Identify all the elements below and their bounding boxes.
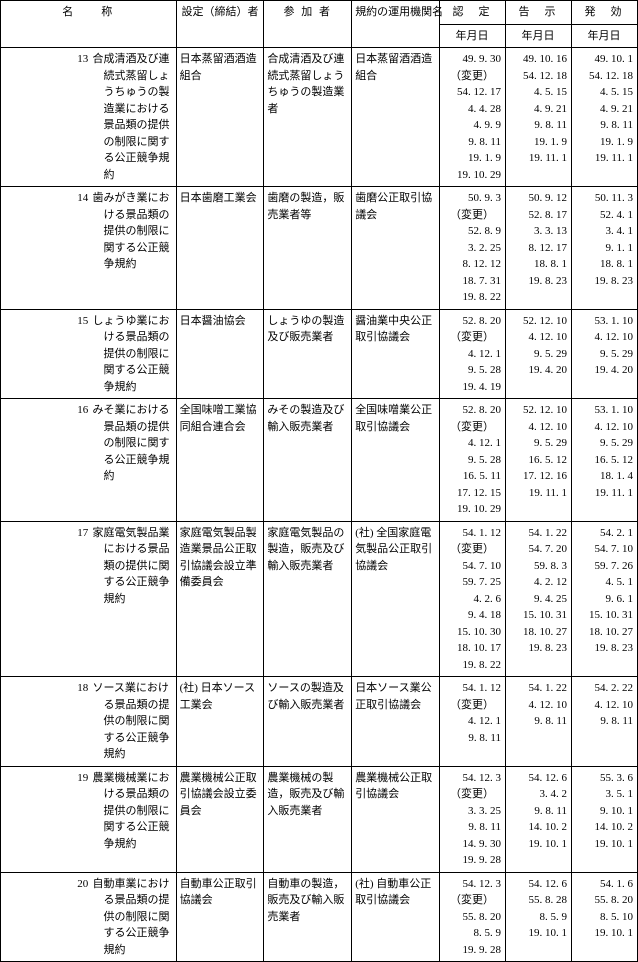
row-settei: 日本醤油協会	[176, 309, 264, 399]
date-cell: 54. 1. 12（変更）4. 12. 19. 8. 11	[440, 677, 506, 767]
header-kiyaku: 規約の運用機関名	[352, 1, 440, 48]
date-cell: 52. 8. 20（変更）4. 12. 19. 5. 2819. 4. 19	[440, 309, 506, 399]
header-kokuji: 告 示	[506, 1, 572, 25]
date-cell: 49. 9. 30（変更）54. 12. 174. 4. 284. 9. 99.…	[440, 48, 506, 187]
row-settei: 家庭電気製品製造業景品公正取引協議会設立準備委員会	[176, 521, 264, 677]
table-row: 16みそ業における景品類の提供の制限に関する公正競争規約全国味噌工業協同組合連合…	[1, 399, 638, 522]
header-hakko: 発 効	[572, 1, 638, 25]
table-row: 14歯みがき業における景品類の提供の制限に関する公正競争規約日本歯磨工業会歯磨の…	[1, 187, 638, 310]
row-number: 20	[1, 872, 89, 962]
row-name: しょうゆ業における景品類の提供の制限に関する公正競争規約	[88, 309, 176, 399]
row-kiyaku: (社) 全国家庭電気製品公正取引協議会	[352, 521, 440, 677]
table-row: 19農業機械業における景品類の提供の制限に関する公正競争規約農業機械公正取引協議…	[1, 766, 638, 872]
table-row: 18ソース業における景品類の提供の制限に関する公正競争規約(社) 日本ソース工業…	[1, 677, 638, 767]
row-kiyaku: 歯磨公正取引協議会	[352, 187, 440, 310]
table-body: 13合成清酒及び連続式蒸留しょうちゅうの製造業における景品類の提供の制限に関する…	[1, 48, 638, 962]
row-sanka: 家庭電気製品の製造，販売及び輸入販売業者	[264, 521, 352, 677]
row-number: 15	[1, 309, 89, 399]
row-kiyaku: 醤油業中央公正取引協議会	[352, 309, 440, 399]
date-cell: 53. 1. 104. 12. 109. 5. 2919. 4. 20	[572, 309, 638, 399]
date-cell: 50. 9. 3（変更）52. 8. 93. 2. 258. 12. 1218.…	[440, 187, 506, 310]
row-number: 17	[1, 521, 89, 677]
header-settei: 設定（締結）者	[176, 1, 264, 48]
date-cell: 54. 12. 3（変更）55. 8. 208. 5. 919. 9. 28	[440, 872, 506, 962]
header-nintei-date: 年月日	[440, 24, 506, 48]
row-name: 家庭電気製品業における景品類の提供に関する公正競争規約	[88, 521, 176, 677]
date-cell: 54. 12. 655. 8. 288. 5. 919. 10. 1	[506, 872, 572, 962]
row-number: 18	[1, 677, 89, 767]
row-name: ソース業における景品類の提供の制限に関する公正競争規約	[88, 677, 176, 767]
table-row: 15しょうゆ業における景品類の提供の制限に関する公正競争規約日本醤油協会しょうゆ…	[1, 309, 638, 399]
date-cell: 54. 1. 655. 8. 208. 5. 1019. 10. 1	[572, 872, 638, 962]
row-name: 農業機械業における景品類の提供の制限に関する公正競争規約	[88, 766, 176, 872]
date-cell: 54. 12. 3（変更）3. 3. 259. 8. 1114. 9. 3019…	[440, 766, 506, 872]
row-name: 合成清酒及び連続式蒸留しょうちゅうの製造業における景品類の提供の制限に関する公正…	[88, 48, 176, 187]
date-cell: 50. 9. 1252. 8. 173. 3. 138. 12. 1718. 8…	[506, 187, 572, 310]
row-name: 自動車業における景品類の提供の制限に関する公正競争規約	[88, 872, 176, 962]
row-settei: 日本蒸留酒酒造組合	[176, 48, 264, 187]
row-sanka: ソースの製造及び輸入販売業者	[264, 677, 352, 767]
date-cell: 53. 1. 104. 12. 109. 5. 2916. 5. 1218. 1…	[572, 399, 638, 522]
header-nintei: 認 定	[440, 1, 506, 25]
row-kiyaku: 農業機械公正取引協議会	[352, 766, 440, 872]
row-kiyaku: (社) 自動車公正取引協議会	[352, 872, 440, 962]
row-sanka: 農業機械の製造，販売及び輸入販売業者	[264, 766, 352, 872]
row-settei: 自動車公正取引協議会	[176, 872, 264, 962]
header-hakko-date: 年月日	[572, 24, 638, 48]
row-kiyaku: 全国味噌業公正取引協議会	[352, 399, 440, 522]
row-number: 13	[1, 48, 89, 187]
date-cell: 54. 12. 63. 4. 29. 8. 1114. 10. 219. 10.…	[506, 766, 572, 872]
row-sanka: 歯磨の製造，販売業者等	[264, 187, 352, 310]
date-cell: 52. 12. 104. 12. 109. 5. 2916. 5. 1217. …	[506, 399, 572, 522]
row-kiyaku: 日本ソース業公正取引協議会	[352, 677, 440, 767]
date-cell: 54. 1. 224. 12. 109. 8. 11	[506, 677, 572, 767]
table-row: 20自動車業における景品類の提供の制限に関する公正競争規約自動車公正取引協議会自…	[1, 872, 638, 962]
date-cell: 50. 11. 352. 4. 13. 4. 19. 1. 118. 8. 11…	[572, 187, 638, 310]
row-sanka: 合成清酒及び連続式蒸留しょうちゅうの製造業者	[264, 48, 352, 187]
row-settei: (社) 日本ソース工業会	[176, 677, 264, 767]
row-number: 19	[1, 766, 89, 872]
row-settei: 農業機械公正取引協議会設立委員会	[176, 766, 264, 872]
date-cell: 55. 3. 63. 5. 19. 10. 114. 10. 219. 10. …	[572, 766, 638, 872]
regulation-table: 名 称 設定（締結）者 参 加 者 規約の運用機関名 認 定 告 示 発 効 年…	[0, 0, 638, 962]
row-sanka: しょうゆの製造及び販売業者	[264, 309, 352, 399]
row-number: 14	[1, 187, 89, 310]
date-cell: 54. 2. 154. 7. 1059. 7. 264. 5. 19. 6. 1…	[572, 521, 638, 677]
row-name: みそ業における景品類の提供の制限に関する公正競争規約	[88, 399, 176, 522]
date-cell: 52. 8. 20（変更）4. 12. 19. 5. 2816. 5. 1117…	[440, 399, 506, 522]
header-kokuji-date: 年月日	[506, 24, 572, 48]
date-cell: 54. 2. 224. 12. 109. 8. 11	[572, 677, 638, 767]
date-cell: 49. 10. 1654. 12. 184. 5. 154. 9. 219. 8…	[506, 48, 572, 187]
row-sanka: みその製造及び輸入販売業者	[264, 399, 352, 522]
table-row: 17家庭電気製品業における景品類の提供に関する公正競争規約家庭電気製品製造業景品…	[1, 521, 638, 677]
date-cell: 54. 1. 2254. 7. 2059. 8. 34. 2. 129. 4. …	[506, 521, 572, 677]
table-row: 13合成清酒及び連続式蒸留しょうちゅうの製造業における景品類の提供の制限に関する…	[1, 48, 638, 187]
date-cell: 54. 1. 12（変更）54. 7. 1059. 7. 254. 2. 69.…	[440, 521, 506, 677]
header-sanka: 参 加 者	[264, 1, 352, 48]
row-settei: 日本歯磨工業会	[176, 187, 264, 310]
row-number: 16	[1, 399, 89, 522]
date-cell: 52. 12. 104. 12. 109. 5. 2919. 4. 20	[506, 309, 572, 399]
row-kiyaku: 日本蒸留酒酒造組合	[352, 48, 440, 187]
row-name: 歯みがき業における景品類の提供の制限に関する公正競争規約	[88, 187, 176, 310]
date-cell: 49. 10. 154. 12. 184. 5. 154. 9. 219. 8.…	[572, 48, 638, 187]
row-sanka: 自動車の製造，販売及び輸入販売業者	[264, 872, 352, 962]
row-settei: 全国味噌工業協同組合連合会	[176, 399, 264, 522]
header-name: 名 称	[1, 1, 177, 48]
